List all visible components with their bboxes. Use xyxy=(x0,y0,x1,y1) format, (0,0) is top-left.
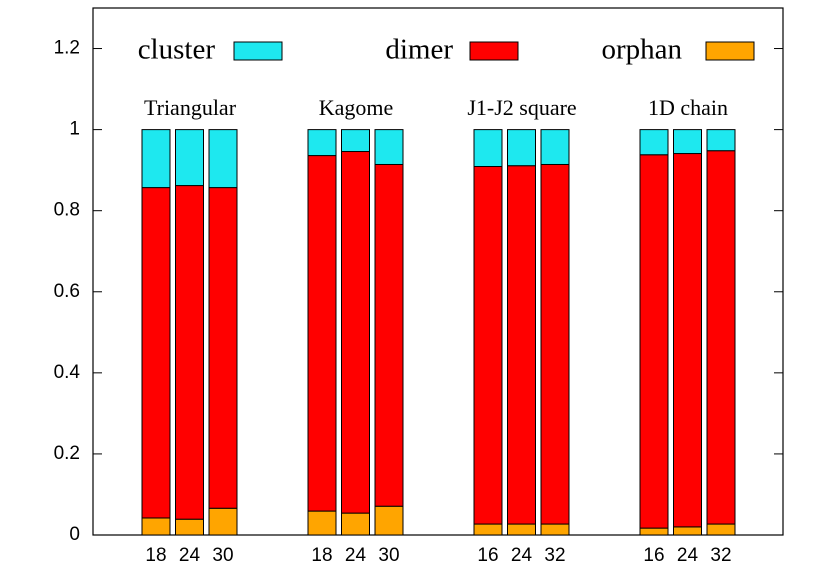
x-tick-label: 30 xyxy=(212,545,233,566)
bar-segment xyxy=(507,129,536,167)
bar-segment xyxy=(673,129,702,155)
bar-segment xyxy=(175,518,204,536)
group-label: 1D chain xyxy=(648,95,728,120)
x-tick-label: 24 xyxy=(345,545,367,566)
y-tick-label: 0.8 xyxy=(54,200,80,221)
bar-segment xyxy=(341,151,370,514)
bar-segment xyxy=(374,163,404,507)
x-tick-label: 24 xyxy=(677,545,699,566)
bar-segment xyxy=(706,150,736,525)
legend-label: orphan xyxy=(601,34,682,66)
bar-segment xyxy=(208,187,238,509)
bar-segment xyxy=(374,505,404,536)
x-tick-label: 16 xyxy=(643,545,664,566)
bar-segment xyxy=(208,507,238,536)
bar-segment xyxy=(706,523,736,536)
bar-segment xyxy=(141,129,171,189)
bar-segment xyxy=(507,523,536,536)
group-label: Kagome xyxy=(319,95,394,120)
bar-segment xyxy=(507,165,536,525)
bar-segment xyxy=(175,185,204,520)
bar-segment xyxy=(540,523,570,536)
x-tick-label: 32 xyxy=(544,545,565,566)
bar-segment xyxy=(341,512,370,536)
legend-label: cluster xyxy=(138,34,216,66)
bar-segment xyxy=(473,129,503,168)
bar-segment xyxy=(639,527,669,536)
y-tick-label: 1.2 xyxy=(54,38,80,59)
bar-segment xyxy=(307,155,337,512)
bar-segment xyxy=(473,166,503,525)
bar-segment xyxy=(639,129,669,156)
bar-segment xyxy=(706,129,736,152)
bar-segment xyxy=(141,517,171,536)
y-tick-label: 0.6 xyxy=(54,281,80,302)
x-tick-label: 18 xyxy=(311,545,332,566)
bar-segment xyxy=(208,129,238,189)
legend-swatch xyxy=(233,41,283,61)
bar-segment xyxy=(175,129,204,187)
y-tick-label: 0.4 xyxy=(54,362,81,383)
legend-label: dimer xyxy=(385,34,453,66)
bar-segment xyxy=(473,523,503,536)
bar-segment xyxy=(307,129,337,157)
plot-frame xyxy=(92,7,784,536)
bar-segment xyxy=(639,154,669,529)
bar-segment xyxy=(673,153,702,528)
bar-segment xyxy=(540,129,570,165)
group-label: J1-J2 square xyxy=(467,95,576,120)
legend-swatch xyxy=(469,41,519,61)
bar-segment xyxy=(673,526,702,536)
x-tick-label: 24 xyxy=(179,545,201,566)
x-tick-label: 30 xyxy=(378,545,399,566)
x-tick-label: 24 xyxy=(511,545,533,566)
bar-segment xyxy=(141,187,171,519)
x-tick-label: 18 xyxy=(145,545,166,566)
y-tick-label: 0.2 xyxy=(54,443,80,464)
bar-segment xyxy=(341,129,370,153)
y-tick-label: 0 xyxy=(69,524,80,545)
bar-segment xyxy=(307,510,337,536)
legend-swatch xyxy=(705,41,755,61)
bar-segment xyxy=(374,129,404,165)
bar-segment xyxy=(540,163,570,525)
x-tick-label: 32 xyxy=(710,545,731,566)
x-tick-label: 16 xyxy=(477,545,498,566)
y-tick-label: 1 xyxy=(69,119,80,140)
group-label: Triangular xyxy=(144,95,237,120)
